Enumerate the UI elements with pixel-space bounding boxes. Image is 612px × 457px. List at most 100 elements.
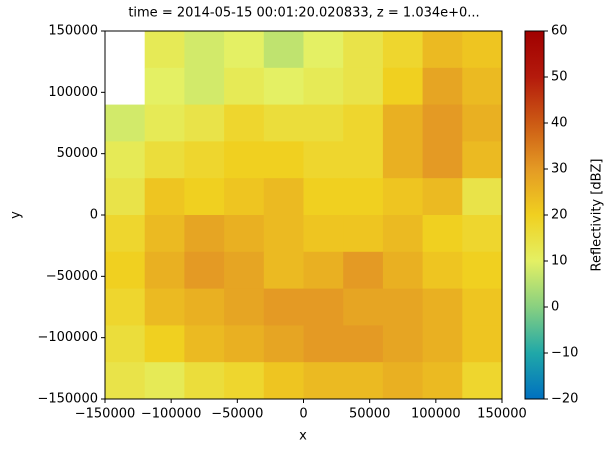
heatmap-cell <box>105 251 146 290</box>
colorbar-label: Reflectivity [dBZ] <box>590 159 605 272</box>
heatmap-cell <box>184 325 225 363</box>
chart-title: time = 2014-05-15 00:01:20.020833, z = 1… <box>128 6 479 21</box>
heatmap-cell <box>382 178 424 216</box>
y-tick-label: −150000 <box>37 392 98 407</box>
x-tick-label: −150000 <box>75 407 136 422</box>
colorbar <box>524 30 545 400</box>
heatmap-cell <box>382 251 424 290</box>
y-tick-label: 100000 <box>48 85 98 100</box>
heatmap-cell <box>105 362 146 400</box>
heatmap-cell <box>422 31 463 69</box>
y-tick-label: −100000 <box>37 330 98 345</box>
heatmap-cell <box>184 288 225 326</box>
heatmap-cell <box>462 288 503 326</box>
heatmap-cell <box>382 288 424 326</box>
y-tick-label: 0 <box>90 208 98 223</box>
heatmap-cell <box>263 215 304 253</box>
heatmap-cell <box>184 251 225 290</box>
heatmap-cell <box>184 141 225 179</box>
heatmap-cell <box>263 31 304 69</box>
heatmap-cell <box>382 325 424 363</box>
heatmap-cell <box>422 215 463 253</box>
heatmap-cell <box>144 178 185 216</box>
heatmap-cell <box>343 288 384 326</box>
x-tick-label: −50000 <box>211 407 263 422</box>
heatmap-cell <box>224 215 265 253</box>
heatmap-cell <box>105 288 146 326</box>
heatmap-cell <box>462 178 503 216</box>
y-tick-label: 150000 <box>48 24 98 39</box>
heatmap-cell <box>105 325 146 363</box>
heatmap-cell <box>303 325 344 363</box>
heatmap-cell <box>144 67 185 106</box>
colorbar-tick-label: 10 <box>551 254 568 269</box>
x-tick-label: 0 <box>299 407 307 422</box>
heatmap-cell <box>382 67 424 106</box>
heatmap-cell <box>382 31 424 69</box>
heatmap-cell <box>144 104 185 142</box>
heatmap-cell <box>184 104 225 142</box>
heatmap-cell <box>382 215 424 253</box>
heatmap-cell <box>343 215 384 253</box>
heatmap-cell <box>144 325 185 363</box>
heatmap-cell <box>184 31 225 69</box>
heatmap-cell <box>184 178 225 216</box>
heatmap-cell <box>382 104 424 142</box>
heatmap-cell <box>144 31 185 69</box>
heatmap-cell <box>263 178 304 216</box>
heatmap-cell <box>224 31 265 69</box>
heatmap-cell <box>184 67 225 106</box>
heatmap-cell <box>422 104 463 142</box>
heatmap-cell <box>303 104 344 142</box>
x-tick-label: −100000 <box>141 407 202 422</box>
heatmap-cell <box>224 178 265 216</box>
heatmap-cell <box>382 362 424 400</box>
x-tick-label: 150000 <box>477 407 527 422</box>
colorbar-tick-label: 0 <box>551 300 559 315</box>
heatmap-cell <box>224 251 265 290</box>
heatmap-cell <box>224 325 265 363</box>
heatmap-cell <box>343 141 384 179</box>
y-tick-label: 50000 <box>57 146 98 161</box>
heatmap-cell <box>343 104 384 142</box>
heatmap-cell <box>303 141 344 179</box>
colorbar-tick-label: 60 <box>551 24 568 39</box>
heatmap-cell <box>462 362 503 400</box>
heatmap-cell <box>263 325 304 363</box>
heatmap-cell <box>105 104 146 142</box>
y-axis-label: y <box>9 211 24 219</box>
heatmap-cell <box>462 215 503 253</box>
heatmap-cell <box>224 67 265 106</box>
heatmap-cell <box>303 67 344 106</box>
heatmap-cell <box>343 67 384 106</box>
heatmap-cell <box>422 325 463 363</box>
heatmap-cell <box>343 362 384 400</box>
heatmap-cell <box>263 251 304 290</box>
heatmap-cell <box>224 362 265 400</box>
heatmap-cell <box>462 67 503 106</box>
heatmap-cell <box>303 251 344 290</box>
heatmap-cell <box>462 141 503 179</box>
heatmap-cell <box>224 141 265 179</box>
heatmap-cell <box>144 141 185 179</box>
colorbar-tick-label: −20 <box>551 392 578 407</box>
heatmap-cell <box>422 178 463 216</box>
heatmap-cell <box>144 251 185 290</box>
heatmap-cell <box>303 215 344 253</box>
colorbar-tick-label: 30 <box>551 162 568 177</box>
heatmap-cell <box>422 67 463 106</box>
heatmap-cell <box>105 141 146 179</box>
heatmap-cell <box>263 362 304 400</box>
heatmap-cell <box>303 288 344 326</box>
colorbar-tick-label: 50 <box>551 70 568 85</box>
heatmap-cell <box>462 31 503 69</box>
heatmap-cell <box>184 215 225 253</box>
y-tick-label: −50000 <box>46 269 98 284</box>
heatmap-cell <box>462 325 503 363</box>
heatmap-cell <box>422 288 463 326</box>
heatmap-cell <box>422 251 463 290</box>
heatmap-cell <box>343 325 384 363</box>
heatmap-cell <box>105 178 146 216</box>
heatmap-cell <box>105 215 146 253</box>
